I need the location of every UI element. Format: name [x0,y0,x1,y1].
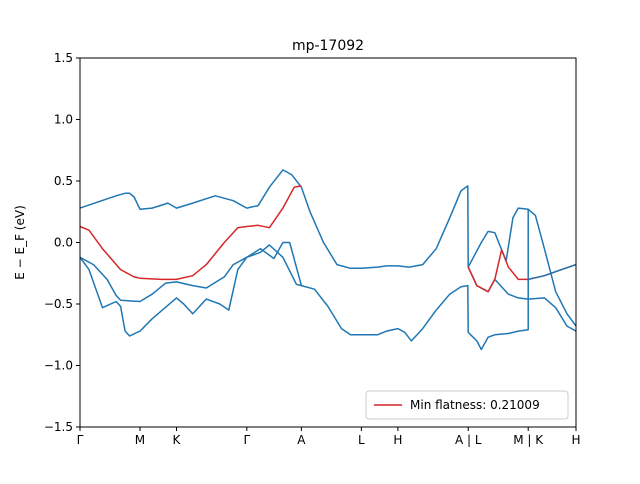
x-tick-label: Γ [243,433,250,447]
series-layer [79,169,577,351]
x-tick-label: A [297,433,306,447]
y-tick-label: 1.5 [54,51,73,65]
x-tick-label: M [135,433,145,447]
x-tick-label: M | K [513,433,544,447]
band-series-6 [528,263,577,281]
legend: Min flatness: 0.21009 [365,390,569,420]
x-tick-label: A | L [455,433,482,447]
legend-label: Min flatness: 0.21009 [410,398,540,412]
band-series-2 [79,241,303,303]
x-axis-ticks: Γ M K Γ A L H A | L M | K H [77,427,581,447]
y-tick-label: 0.5 [54,174,73,188]
y-tick-label: −1.0 [44,359,73,373]
plot-frame [79,57,577,428]
x-tick-label: H [571,433,580,447]
legend-box [365,390,569,420]
x-tick-label: L [358,433,365,447]
y-tick-label: 1.0 [54,113,73,127]
x-tick-label: K [173,433,182,447]
band-series-4 [79,185,302,281]
x-tick-label: H [393,433,402,447]
x-tick-label: Γ [77,433,84,447]
y-tick-label: −0.5 [44,297,73,311]
y-axis-label: E − E_F (eV) [13,205,27,280]
y-tick-label: 0.0 [54,236,73,250]
y-axis-label-group: E − E_F (eV) [13,205,27,280]
y-axis-ticks: −1.5 −1.0 −0.5 0.0 0.5 1.0 1.5 [44,51,80,434]
band-series-0 [79,169,577,327]
band-series-1 [79,209,529,351]
chart-title: mp-17092 [292,38,364,54]
y-tick-label: −1.5 [44,420,73,434]
